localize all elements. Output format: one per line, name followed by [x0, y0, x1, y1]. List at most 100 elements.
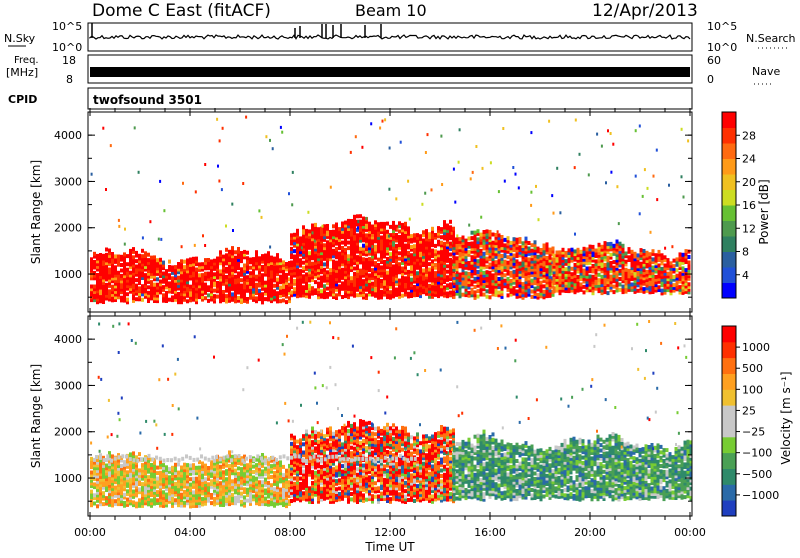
echo-cell	[270, 475, 273, 479]
echo-cell	[264, 478, 267, 482]
echo-speck	[574, 166, 576, 169]
date-title: 12/Apr/2013	[592, 1, 698, 21]
colorbar-tick-label: 24	[742, 153, 756, 166]
echo-cell	[543, 290, 546, 294]
echo-speck	[407, 180, 409, 183]
echo-cell	[377, 222, 380, 226]
echo-cell	[583, 247, 586, 251]
echo-cell	[607, 291, 610, 295]
echo-cell	[486, 265, 489, 269]
echo-speck	[687, 139, 689, 142]
echo-cell	[341, 241, 344, 245]
echo-cell	[492, 241, 495, 245]
echo-cell	[434, 249, 437, 253]
echo-cell	[138, 286, 141, 290]
echo-speck	[668, 184, 670, 187]
echo-speck	[639, 212, 641, 215]
echo-cell	[679, 252, 682, 256]
echo-cell	[159, 471, 162, 475]
echo-cell	[323, 268, 326, 272]
echo-cell	[365, 293, 368, 297]
echo-cell	[610, 275, 613, 279]
echo-cell	[667, 272, 670, 276]
echo-cell	[332, 260, 335, 264]
echo-cell	[428, 262, 431, 266]
echo-cell	[120, 255, 123, 259]
echo-cell	[222, 290, 225, 294]
echo-cell	[317, 227, 320, 231]
echo-cell	[410, 278, 413, 282]
echo-cell	[489, 295, 492, 299]
echo-speck	[102, 127, 104, 130]
echo-cell	[537, 255, 540, 259]
echo-cell	[628, 269, 631, 273]
echo-cell	[619, 277, 622, 281]
echo-cell	[117, 271, 120, 275]
echo-cell	[183, 501, 186, 505]
echo-cell	[204, 477, 207, 481]
echo-speck	[218, 180, 220, 183]
echo-speck	[194, 244, 196, 247]
echo-speck	[475, 145, 477, 148]
echo-speck	[451, 232, 453, 235]
echo-speck	[601, 145, 603, 148]
echo-cell	[356, 255, 359, 259]
echo-cell	[120, 464, 123, 468]
echo-cell	[404, 276, 407, 280]
echo-cell	[171, 466, 174, 470]
echo-speck	[472, 171, 474, 174]
echo-cell	[495, 233, 498, 237]
echo-speck	[124, 228, 126, 231]
echo-cell	[192, 257, 195, 261]
echo-cell	[129, 271, 132, 275]
echo-speck	[272, 147, 274, 150]
echo-cell	[543, 284, 546, 288]
echo-cell	[252, 476, 255, 480]
echo-speck	[281, 131, 283, 134]
echo-cell	[195, 268, 198, 272]
echo-cell	[171, 295, 174, 299]
echo-cell	[353, 267, 356, 271]
echo-cell	[290, 434, 293, 438]
echo-speck	[388, 235, 390, 238]
echo-cell	[183, 265, 186, 269]
echo-cell	[93, 502, 96, 506]
echo-cell	[446, 224, 449, 228]
echo-speck	[607, 129, 609, 132]
echo-speck	[397, 228, 399, 231]
echo-cell	[210, 493, 213, 497]
power-echo-field	[90, 116, 691, 305]
echo-cell	[189, 483, 192, 487]
echo-cell	[204, 283, 207, 287]
echo-cell	[126, 470, 129, 474]
echo-cell	[380, 236, 383, 240]
echo-cell	[252, 495, 255, 499]
echo-cell	[335, 223, 338, 227]
echo-cell	[168, 475, 171, 479]
velocity-echo-field	[90, 320, 693, 508]
echo-cell	[401, 267, 404, 271]
echo-cell	[592, 275, 595, 279]
echo-cell	[676, 268, 679, 272]
echo-cell	[302, 261, 305, 265]
echo-cell	[219, 465, 222, 469]
echo-cell	[471, 242, 474, 246]
echo-cell	[528, 241, 531, 245]
echo-cell	[477, 259, 480, 263]
echo-cell	[525, 237, 528, 241]
echo-cell	[625, 260, 628, 264]
echo-cell	[165, 291, 168, 295]
echo-cell	[486, 270, 489, 274]
echo-cell	[168, 260, 171, 264]
echo-cell	[456, 237, 459, 241]
echo-cell	[249, 271, 252, 275]
power-ylabel: Slant Range [km]	[29, 160, 43, 264]
colorbar-swatch	[722, 128, 736, 144]
echo-cell	[401, 294, 404, 298]
echo-cell	[290, 499, 293, 503]
echo-cell	[168, 265, 171, 269]
cpid-value: twofsound 3501	[93, 93, 202, 107]
echo-cell	[392, 221, 395, 225]
echo-cell	[246, 499, 249, 503]
echo-cell	[150, 280, 153, 284]
